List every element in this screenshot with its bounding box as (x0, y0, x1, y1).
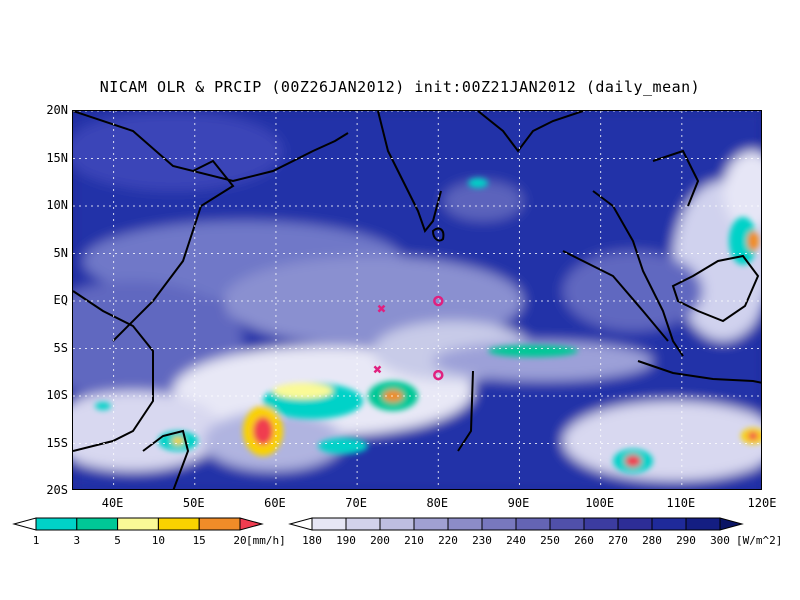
olr-colorbar-right-arrow (719, 517, 744, 531)
precip-colorbar (12, 517, 264, 531)
precip-colorbar-swatch (157, 517, 200, 531)
olr-colorbar-tick-label: 190 (336, 534, 356, 547)
lat-tick-label: 10N (46, 198, 68, 212)
olr-colorbar-swatch (379, 517, 415, 531)
lon-tick-label: 80E (426, 496, 449, 510)
circle-marker (433, 295, 444, 307)
olr-colorbar-swatch (311, 517, 347, 531)
olr-colorbar-swatch (617, 517, 653, 531)
lat-tick-label: EQ (53, 293, 68, 307)
olr-colorbar-tick-label: 210 (404, 534, 424, 547)
storm-markers (373, 295, 444, 381)
circle-marker (433, 369, 444, 381)
olr-colorbar-swatch (549, 517, 585, 531)
olr-colorbar-swatch (413, 517, 449, 531)
lat-tick-label: 20S (46, 483, 68, 497)
precip-colorbar-swatch (35, 517, 78, 531)
precip-colorbar-swatch (76, 517, 119, 531)
lon-tick-label: 40E (101, 496, 124, 510)
cross-marker (377, 304, 386, 313)
map-title: NICAM OLR & PRCIP (00Z26JAN2012) init:00… (99, 78, 701, 96)
lon-tick-label: 50E (182, 496, 205, 510)
lon-tick-label: 60E (264, 496, 286, 510)
lat-tick-label: 15S (46, 435, 68, 450)
olr-colorbar-swatch (481, 517, 517, 531)
olr-colorbar-tick-label: 300 (710, 534, 730, 547)
precip-unit-label: [mm/h] (246, 534, 286, 547)
olr-colorbar-tick-label: 230 (472, 534, 492, 547)
lat-tick-label: 10S (46, 388, 68, 402)
precip-colorbar-tick-label: 10 (151, 534, 166, 547)
colorbars (12, 517, 744, 531)
lat-tick-label: 15N (46, 150, 68, 165)
lat-tick-label: 20N (46, 103, 68, 117)
lon-tick-label: 120E (747, 496, 777, 510)
precip-colorbar-swatch (198, 517, 241, 531)
precip-colorbar-tick-label: 5 (114, 534, 121, 547)
lon-tick-label: 70E (345, 496, 367, 510)
olr-colorbar-swatch (447, 517, 483, 531)
precip-colorbar-tick-label: 3 (73, 534, 81, 547)
olr-colorbar-tick-label: 270 (608, 534, 628, 547)
map-canvas (73, 111, 761, 489)
precip-colorbar-tick-label: 15 (192, 534, 206, 547)
cross-marker (373, 365, 382, 374)
precip-colorbar-right-arrow (239, 517, 264, 531)
map-plot-area (72, 110, 762, 490)
olr-colorbar-tick-label: 240 (506, 534, 526, 547)
olr-colorbar-tick-label: 180 (302, 534, 322, 547)
lat-tick-label: 5N (53, 245, 68, 260)
lon-tick-label: 100E (585, 496, 615, 510)
olr-colorbar-swatch (345, 517, 381, 531)
olr-unit-label: [W/m^2] (736, 534, 783, 547)
lon-tick-label: 110E (666, 496, 696, 510)
olr-colorbar-tick-label: 200 (370, 534, 390, 547)
precip-colorbar-left-arrow (12, 517, 37, 531)
olr-colorbar-swatch (651, 517, 687, 531)
precip-colorbar-swatch (117, 517, 159, 531)
olr-colorbar-tick-label: 220 (438, 534, 458, 547)
olr-colorbar (288, 517, 744, 531)
lat-tick-label: 5S (53, 340, 68, 355)
precip-colorbar-tick-label: 20 (233, 534, 247, 547)
olr-colorbar-swatch (583, 517, 619, 531)
olr-colorbar-left-arrow (288, 517, 313, 531)
olr-colorbar-swatch (685, 517, 721, 531)
olr-colorbar-tick-label: 280 (642, 534, 662, 547)
olr-colorbar-swatch (515, 517, 551, 531)
olr-colorbar-tick-label: 290 (676, 534, 696, 547)
map-gridlines (73, 111, 761, 489)
olr-colorbar-tick-label: 260 (574, 534, 594, 547)
olr-colorbar-tick-label: 250 (540, 534, 560, 547)
lon-tick-label: 90E (507, 496, 530, 510)
precip-colorbar-tick-label: 1 (32, 534, 40, 547)
